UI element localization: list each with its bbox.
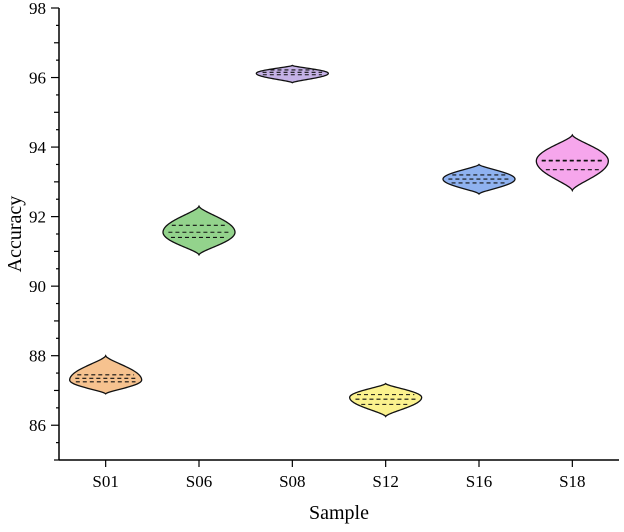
y-axis-title: Accuracy: [4, 196, 26, 273]
violin-s18: [535, 133, 609, 193]
x-tick-label: S12: [372, 472, 398, 491]
violin-s06: [162, 204, 236, 257]
violin-s12: [349, 382, 423, 418]
y-tick-label: 98: [29, 0, 46, 18]
x-tick-label: S08: [279, 472, 305, 491]
y-tick-label: 92: [29, 208, 46, 227]
y-axis-ticks: 86 88 90 92 94 96 98: [29, 0, 59, 461]
y-tick-label: 96: [29, 69, 46, 88]
y-tick-label: 90: [29, 277, 46, 296]
x-tick-label: S18: [559, 472, 585, 491]
violin-s08: [255, 64, 329, 84]
x-tick-label: S01: [92, 472, 118, 491]
y-tick-label: 88: [29, 347, 46, 366]
violins-layer: [69, 64, 609, 418]
y-tick-label: 86: [29, 416, 46, 435]
x-tick-label: S16: [466, 472, 492, 491]
y-tick-label: 94: [29, 138, 47, 157]
x-axis-ticks: S01 S06 S08 S12 S16 S18: [92, 460, 586, 491]
x-tick-label: S06: [186, 472, 212, 491]
x-axis-title: Sample: [309, 502, 369, 524]
